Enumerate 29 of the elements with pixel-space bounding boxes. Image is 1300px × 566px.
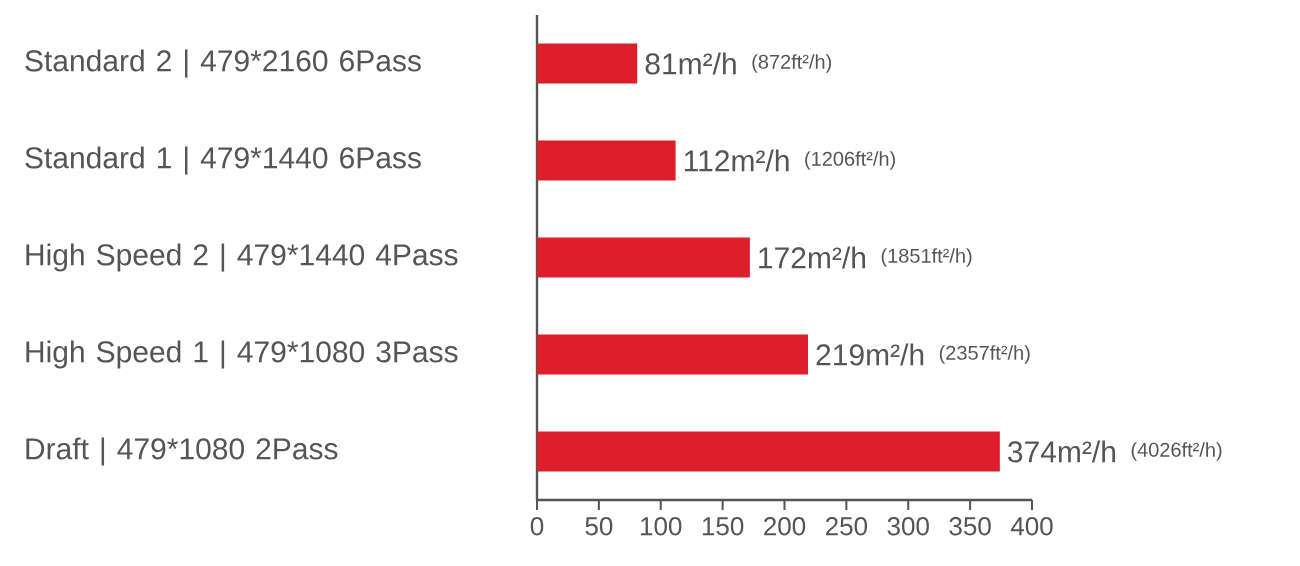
x-tick-label: 350 [949, 517, 991, 536]
annotation: (1851ft²/h) [881, 248, 972, 267]
data-label: 112m²/h [684, 149, 789, 172]
y-tick-label: Draft | 479*1080 2Pass [26, 437, 338, 466]
y-tick-label: Standard 2 | 479*2160 6Pass [25, 49, 421, 78]
x-tick-label: 50 [585, 517, 613, 536]
x-tick-label: 150 [702, 517, 744, 536]
bar [537, 431, 1000, 472]
x-tick-label: 400 [1010, 517, 1053, 536]
data-label: 172m²/h [759, 246, 866, 269]
bar [537, 334, 809, 375]
text: (4026ft²/h) [1131, 442, 1222, 461]
annotation: (2357ft²/h) [939, 345, 1030, 364]
annotation: (872ft²/h) [752, 54, 832, 73]
y-tick-label: High Speed 2 | 479*1440 4Pass [26, 243, 458, 272]
x-tick-label: 200 [764, 517, 806, 536]
data-label: 374m²/h [1008, 440, 1115, 463]
x-tick-label: 100 [641, 517, 682, 536]
y-tick-label: Standard 1 | 479*1440 6Pass [25, 146, 421, 175]
x-tick-label: 250 [826, 517, 868, 536]
x-tick-label: 0 [530, 517, 544, 536]
data-label: 219m²/h [816, 343, 924, 366]
y-tick-label: High Speed 1 | 479*1080 3Pass [26, 340, 458, 369]
bar [537, 43, 638, 84]
bar [537, 237, 750, 278]
annotation: (1206ft²/h) [805, 151, 895, 170]
bar [537, 140, 676, 181]
data-label: 81m²/h [645, 52, 736, 75]
x-tick-label: 300 [887, 517, 929, 536]
